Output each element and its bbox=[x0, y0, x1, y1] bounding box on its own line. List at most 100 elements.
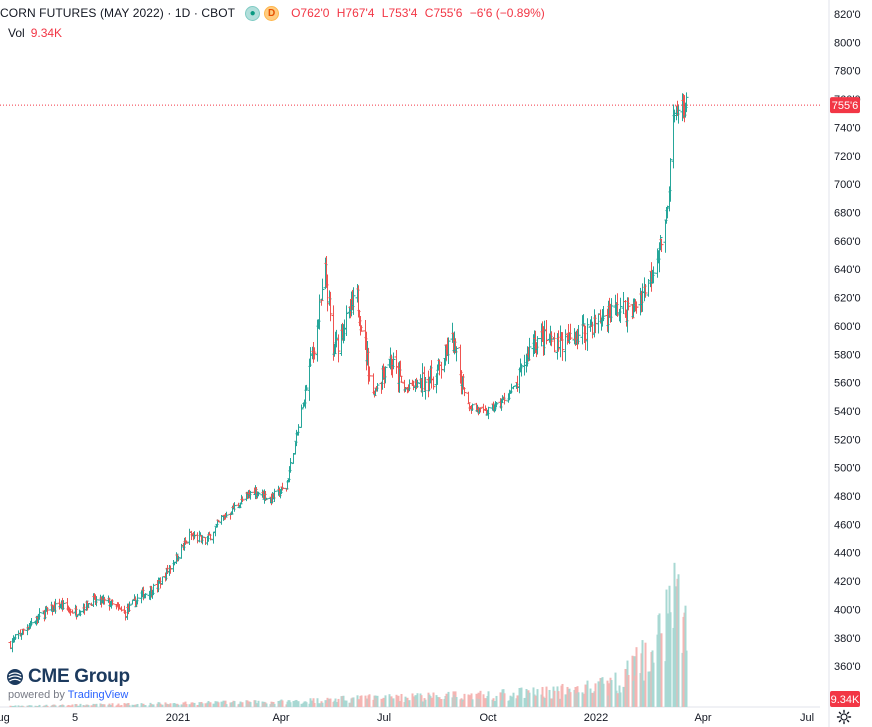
volume-bar bbox=[220, 701, 223, 707]
volume-bar bbox=[395, 694, 398, 707]
ohlc-values: O762'0 H767'4 L753'4 C755'6 −6'6 (−0.89%… bbox=[291, 6, 549, 20]
y-tick-label: 440'0 bbox=[834, 548, 861, 560]
volume-bar bbox=[193, 702, 196, 707]
volume-bar bbox=[79, 703, 82, 707]
volume-bar bbox=[660, 633, 663, 707]
volume-bar bbox=[14, 705, 17, 707]
volume-bar bbox=[652, 662, 655, 707]
volume-bar bbox=[90, 705, 93, 707]
volume-bar bbox=[69, 705, 72, 707]
volume-bar bbox=[602, 683, 605, 707]
volume-bar bbox=[318, 703, 321, 707]
volume-bar bbox=[424, 699, 427, 707]
volume-bar bbox=[594, 683, 597, 707]
volume-bar bbox=[516, 695, 519, 707]
volume-bar bbox=[400, 693, 403, 707]
delayed-data-icon[interactable]: D bbox=[264, 5, 280, 21]
volume-bar bbox=[321, 702, 324, 707]
volume-bar bbox=[217, 702, 220, 707]
y-tick-label: 640'0 bbox=[834, 264, 861, 276]
volume-bar bbox=[22, 706, 25, 707]
volume-bar bbox=[658, 613, 661, 707]
volume-bar bbox=[75, 704, 78, 707]
x-tick-label: 5 bbox=[72, 712, 78, 724]
last-price-badge bbox=[830, 97, 860, 114]
y-tick-label: 500'0 bbox=[834, 463, 861, 475]
volume-bar bbox=[384, 695, 387, 707]
y-tick-label: 460'0 bbox=[834, 519, 861, 531]
volume-value: 9.34K bbox=[30, 26, 63, 40]
settings-gear-icon[interactable] bbox=[836, 709, 852, 725]
volume-bar bbox=[564, 694, 567, 707]
volume-bar bbox=[597, 681, 600, 707]
volume-bar bbox=[46, 705, 49, 707]
volume-bar bbox=[666, 613, 669, 707]
y-tick-label: 600'0 bbox=[834, 321, 861, 333]
volume-bar bbox=[622, 686, 625, 707]
volume-bar bbox=[487, 691, 490, 707]
volume-bar bbox=[180, 704, 183, 707]
y-tick-label: 620'0 bbox=[834, 293, 861, 305]
volume-bar bbox=[404, 696, 407, 707]
volume-bar bbox=[390, 696, 393, 707]
y-tick-label: 560'0 bbox=[834, 378, 861, 390]
volume-bar bbox=[136, 703, 139, 707]
volume-bar bbox=[233, 701, 236, 707]
volume-bar bbox=[214, 701, 217, 707]
volume-bar bbox=[430, 697, 433, 707]
volume-bar bbox=[408, 700, 411, 707]
volume-bar bbox=[273, 703, 276, 707]
volume-bar bbox=[201, 703, 204, 707]
volume-bar bbox=[584, 684, 587, 707]
volume-bar bbox=[225, 704, 228, 707]
volume-label: Vol bbox=[8, 26, 25, 40]
volume-bar bbox=[677, 574, 680, 707]
volume-bar bbox=[254, 700, 257, 707]
volume-bar bbox=[479, 690, 482, 707]
x-tick-label: Apr bbox=[694, 712, 711, 724]
volume-bar bbox=[117, 703, 120, 707]
volume-bar bbox=[647, 671, 650, 707]
volume-bar bbox=[173, 702, 176, 707]
volume-bar bbox=[62, 705, 65, 707]
volume-bar bbox=[87, 705, 90, 707]
volume-bar bbox=[669, 612, 672, 707]
volume-bar bbox=[329, 698, 332, 707]
chart-legend: CORN FUTURES (MAY 2022) · 1D · CBOT ● D … bbox=[0, 4, 549, 22]
volume-bar bbox=[616, 693, 619, 707]
volume-bar bbox=[644, 642, 647, 707]
volume-bar bbox=[335, 702, 338, 707]
volume-bar bbox=[305, 702, 308, 707]
y-tick-label: 540'0 bbox=[834, 406, 861, 418]
x-tick-label: Apr bbox=[272, 712, 289, 724]
symbol-title[interactable]: CORN FUTURES (MAY 2022) · 1D · CBOT bbox=[0, 6, 236, 20]
volume-bar bbox=[606, 680, 609, 707]
volume-bar bbox=[345, 700, 348, 707]
y-tick-label: 700'0 bbox=[834, 179, 861, 191]
market-status: ● D bbox=[245, 5, 280, 21]
volume-bar bbox=[95, 703, 98, 707]
volume-bar bbox=[292, 700, 295, 707]
volume-bar bbox=[455, 697, 458, 707]
volume-bar bbox=[300, 703, 303, 707]
volume-bar bbox=[71, 704, 74, 707]
volume-bar bbox=[420, 695, 423, 707]
volume-bar bbox=[111, 703, 114, 707]
powered-by-label: powered by bbox=[8, 689, 65, 701]
volume-bar bbox=[591, 692, 594, 707]
change-value: −6'6 (−0.89%) bbox=[469, 6, 545, 20]
x-tick-label: Aug bbox=[0, 712, 10, 724]
volume-bar bbox=[352, 697, 355, 707]
volume-bar bbox=[316, 698, 319, 707]
volume-bar bbox=[166, 703, 169, 707]
cme-tradingview-logo[interactable]: CME Group powered by TradingView bbox=[6, 666, 166, 704]
volume-bar bbox=[471, 699, 474, 707]
volume-bar bbox=[169, 703, 172, 707]
cme-globe-icon bbox=[7, 669, 23, 685]
volume-bar bbox=[103, 704, 106, 707]
data-ok-icon[interactable]: ● bbox=[245, 5, 261, 21]
volume-legend: Vol 9.34K bbox=[8, 26, 62, 40]
volume-bar bbox=[482, 694, 485, 707]
